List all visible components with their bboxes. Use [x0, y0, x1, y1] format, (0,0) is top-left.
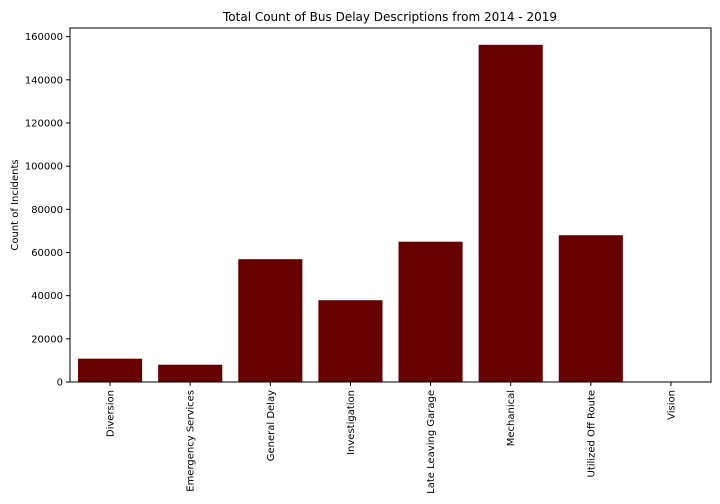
y-tick-label-4: 80000	[31, 205, 63, 216]
bar-3	[318, 300, 383, 382]
x-tick-label-7: Vision	[666, 390, 677, 420]
y-tick-label-6: 120000	[25, 118, 63, 129]
bar-1	[158, 364, 223, 382]
bar-6	[558, 235, 623, 382]
y-tick-label-1: 20000	[31, 334, 63, 345]
y-axis-title: Count of Incidents	[10, 159, 21, 250]
y-tick-label-2: 40000	[31, 291, 63, 302]
y-tick-label-8: 160000	[25, 32, 63, 43]
plot-area: Diversion Emergency Services General Delay…	[25, 27, 712, 494]
y-tick-label-0: 0	[57, 378, 63, 389]
x-tick-label-6: Utilized Off Route	[586, 390, 597, 477]
bar-0	[78, 358, 143, 382]
x-tick-label-4: Late Leaving Garage	[426, 390, 437, 494]
bar-5	[478, 44, 543, 383]
x-tick-label-0: Diversion	[106, 390, 117, 437]
y-tick-label-7: 140000	[25, 75, 63, 86]
x-tick-label-2: General Delay	[266, 390, 277, 461]
chart-title: Total Count of Bus Delay Descriptions fr…	[222, 10, 557, 24]
x-tick-label-3: Investigation	[346, 390, 357, 455]
y-tick-label-5: 100000	[25, 162, 63, 173]
bar-2	[238, 259, 303, 382]
bar-4	[398, 241, 463, 382]
x-tick-label-1: Emergency Services	[186, 390, 197, 492]
x-tick-label-5: Mechanical	[506, 390, 517, 446]
y-tick-label-3: 60000	[31, 248, 63, 259]
plot-frame	[69, 27, 712, 383]
